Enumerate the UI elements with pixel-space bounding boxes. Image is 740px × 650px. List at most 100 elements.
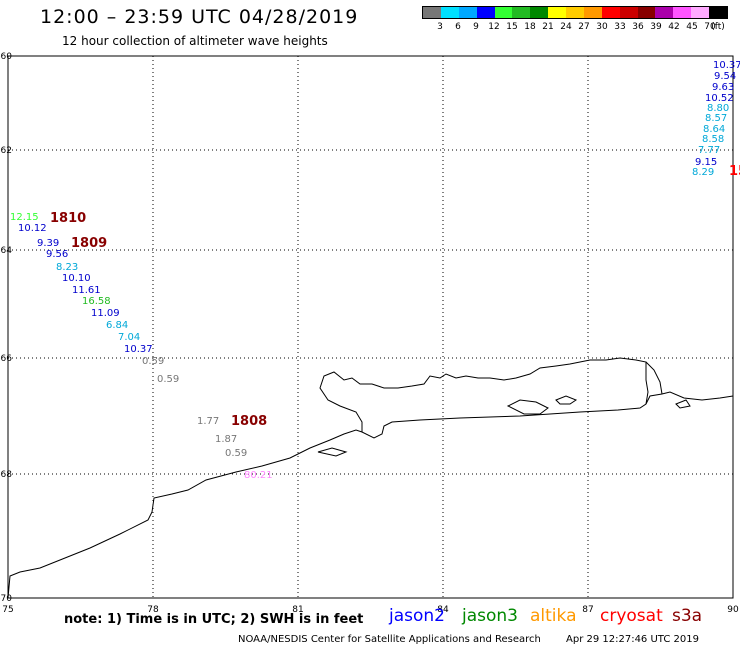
legend-tick-label: 15 — [506, 22, 518, 32]
swh-value-label: 9.39 — [37, 238, 59, 249]
swh-value-label: 7.77 — [698, 145, 720, 156]
satellite-legend-item: s3a — [672, 606, 703, 626]
track-time-label: 1810 — [50, 211, 86, 226]
swh-value-label: 1.87 — [215, 434, 237, 445]
swh-value-label: 7.04 — [118, 332, 140, 343]
swh-value-label: 16.58 — [82, 296, 111, 307]
legend-swatch — [601, 7, 620, 18]
latitude-label: -64 — [0, 246, 12, 256]
swh-value-label: 1.77 — [197, 416, 219, 427]
swh-value-label: 6.84 — [106, 320, 128, 331]
swh-value-label: 8.80 — [707, 103, 729, 114]
legend-unit: (ft) — [711, 22, 725, 32]
legend-swatch — [476, 7, 495, 18]
latitude-label: -66 — [0, 354, 12, 364]
lat-lon-grid: 75 78 81 84 87 90 -60 -62 -64 -66 -68 -70 — [0, 52, 739, 615]
legend-swatch — [709, 7, 727, 18]
longitude-label: 75 — [2, 605, 13, 615]
legend-swatch — [566, 7, 584, 18]
swh-value-label: 8.64 — [703, 124, 725, 135]
legend-swatch — [673, 7, 692, 18]
longitude-label: 90 — [727, 605, 739, 615]
legend-swatch — [637, 7, 656, 18]
legend-tick-label: 39 — [650, 22, 662, 32]
swh-value-label: 11.61 — [72, 285, 101, 296]
color-legend: 3 6 9 12 15 18 21 24 27 30 33 36 39 42 45 70 (ft) — [422, 6, 728, 40]
legend-tick-label: 30 — [596, 22, 608, 32]
legend-tick-label: 45 — [686, 22, 698, 32]
swh-value-label: 11.09 — [91, 308, 120, 319]
ice-shelf-outline — [319, 357, 649, 432]
track-time-label: 1808 — [231, 414, 267, 429]
latitude-label: -62 — [0, 146, 12, 156]
legend-swatch — [548, 7, 566, 18]
legend-swatch — [655, 7, 674, 18]
credit-line: NOAA/NESDIS Center for Satellite Applica… — [238, 634, 541, 645]
longitude-label: 81 — [292, 605, 303, 615]
ice-shelf-inner-edge — [645, 361, 663, 395]
swh-value-label: 10.37 — [713, 60, 740, 71]
swh-labels: 10.379.549.6310.528.808.578.648.587.779.… — [10, 60, 740, 481]
legend-swatch — [458, 7, 477, 18]
track-time-label: 1809 — [71, 236, 107, 251]
page-subtitle: 12 hour collection of altimeter wave hei… — [62, 34, 328, 48]
generated-timestamp: Apr 29 12:27:46 UTC 2019 — [566, 634, 699, 645]
swh-value-label: 80.21 — [244, 470, 273, 481]
swh-value-label: 9.15 — [695, 157, 717, 168]
swh-value-label: 10.12 — [18, 223, 47, 234]
legend-swatch — [691, 7, 709, 18]
swh-value-label: 10.37 — [124, 344, 153, 355]
satellite-legend-item: altika — [530, 606, 577, 626]
legend-tick-label: 70 — [704, 22, 716, 32]
swh-value-label: 9.63 — [712, 82, 734, 93]
swh-value-label: 9.56 — [46, 249, 68, 260]
legend-tick-label: 33 — [614, 22, 626, 32]
legend-tick-label: 27 — [578, 22, 590, 32]
legend-tick-label: 18 — [524, 22, 536, 32]
latitude-label: -70 — [0, 594, 12, 604]
swh-value-label: 8.23 — [56, 262, 78, 273]
map-frame — [7, 55, 734, 599]
swh-value-label: 12.15 — [10, 212, 39, 223]
small-island-1 — [317, 447, 348, 457]
coastline — [7, 391, 734, 599]
track-time-label: 15 — [729, 164, 740, 179]
page-title: 12:00 – 23:59 UTC 04/28/2019 — [40, 6, 359, 28]
swh-value-label: 9.54 — [714, 71, 736, 82]
legend-tick-label: 6 — [455, 22, 461, 32]
legend-swatch — [494, 7, 513, 18]
swh-value-label: 10.52 — [705, 93, 734, 104]
legend-tick-label: 12 — [488, 22, 500, 32]
satellite-legend-item: cryosat — [600, 606, 663, 626]
swh-value-label: 0.59 — [142, 356, 164, 367]
legend-tick-label: 9 — [473, 22, 479, 32]
small-island-4 — [675, 399, 691, 409]
legend-swatch — [583, 7, 602, 18]
swh-value-label: 8.58 — [702, 134, 724, 145]
legend-tick-label: 42 — [668, 22, 680, 32]
longitude-label: 84 — [437, 605, 449, 615]
legend-swatch — [423, 7, 441, 18]
longitude-label: 78 — [147, 605, 159, 615]
footer-note: note: 1) Time is in UTC; 2) SWH is in fe… — [64, 612, 364, 627]
legend-swatch — [440, 7, 459, 18]
swh-value-label: 0.59 — [157, 374, 179, 385]
latitude-label: -68 — [0, 470, 12, 480]
legend-color-bar — [422, 6, 728, 19]
swh-value-label: 8.57 — [705, 113, 727, 124]
longitude-label: 87 — [582, 605, 593, 615]
satellite-legend-item: jason3 — [462, 606, 518, 626]
legend-swatch — [530, 7, 549, 18]
legend-tick-label: 3 — [437, 22, 443, 32]
swh-value-label: 0.59 — [225, 448, 247, 459]
swh-value-label: 10.10 — [62, 273, 91, 284]
small-island-2 — [506, 399, 549, 415]
legend-tick-label: 21 — [542, 22, 554, 32]
legend-swatch — [619, 7, 638, 18]
latitude-label: -60 — [0, 52, 12, 62]
legend-swatch — [512, 7, 531, 18]
satellite-legend-item: jason2 — [389, 606, 445, 626]
swh-value-label: 8.29 — [692, 167, 714, 178]
